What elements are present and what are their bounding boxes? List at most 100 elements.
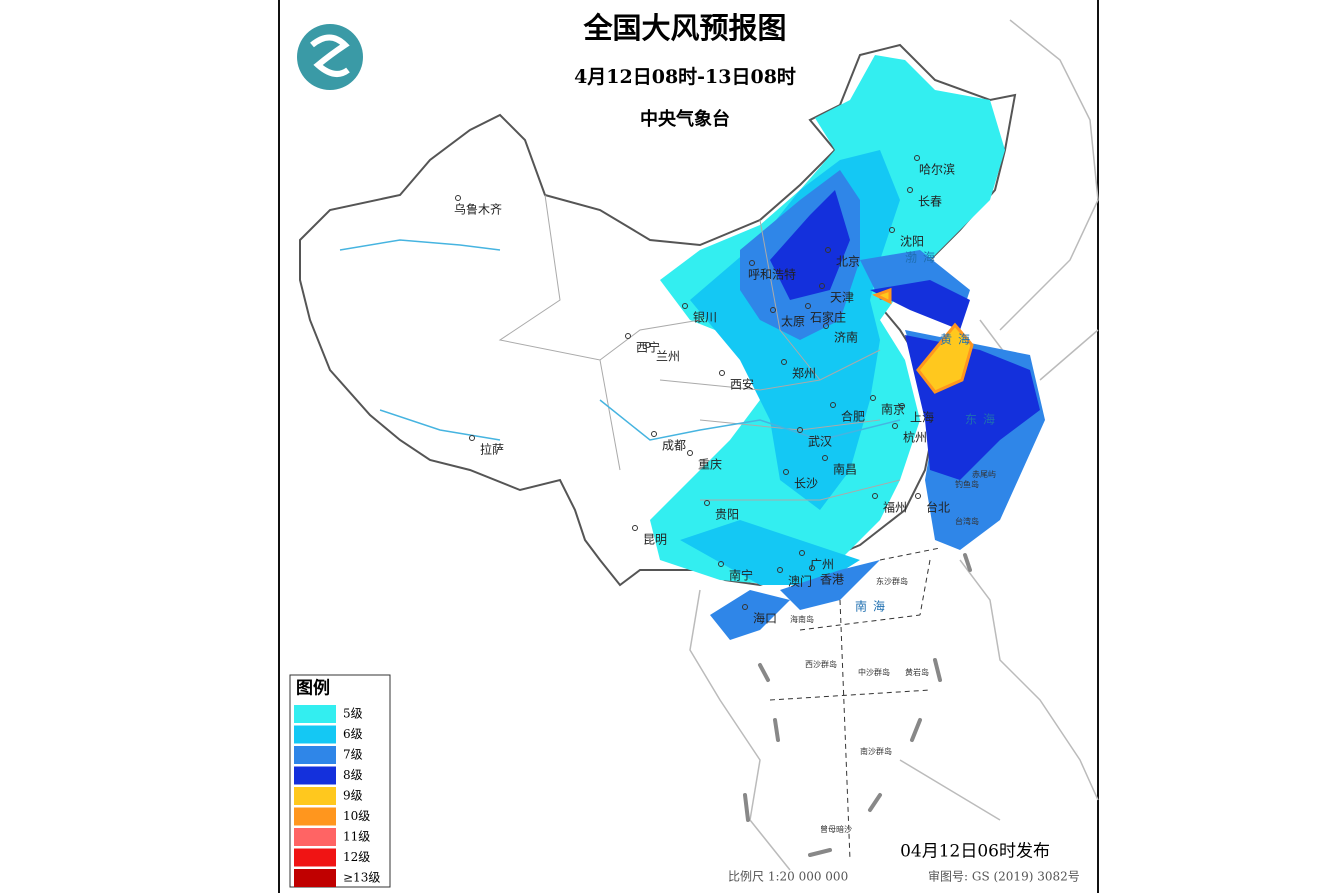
wind-zone-9 bbox=[872, 287, 974, 394]
city-dot bbox=[907, 187, 913, 193]
sea-label: 黄海 bbox=[940, 332, 976, 347]
city-label: 银川 bbox=[693, 311, 717, 325]
labels: 5级 6级 7级 8级 9级 10级 11级 12级 ≥13级 乌鲁木齐 哈尔滨长春沈阳北京呼和浩特… bbox=[294, 155, 1001, 887]
city-label: 西安 bbox=[730, 377, 754, 392]
island-label: 台湾岛 bbox=[955, 516, 979, 526]
scale: 比例尺 1:20 000 000 bbox=[728, 870, 848, 884]
period: 4月12日08时-13日08时 bbox=[574, 66, 796, 88]
city-label: 太原 bbox=[781, 314, 805, 329]
city-dot bbox=[899, 403, 905, 409]
sea-boundary bbox=[769, 547, 941, 861]
city-label: 重庆 bbox=[698, 458, 722, 472]
city-dot bbox=[915, 493, 921, 499]
issuer: 中央气象台 bbox=[640, 108, 730, 130]
sea-label: 渤海 bbox=[905, 250, 941, 265]
city-dot bbox=[718, 561, 724, 567]
wind-zone-8 bbox=[770, 190, 1040, 480]
city-label: 澳门 bbox=[788, 574, 812, 589]
city-label: 贵阳 bbox=[715, 508, 739, 522]
city-label: 石家庄 bbox=[810, 310, 846, 325]
legend-swatch bbox=[294, 725, 336, 744]
city-label: 呼和浩特 bbox=[748, 267, 796, 282]
island-label: 东沙群岛 bbox=[876, 576, 908, 586]
city-dot bbox=[783, 469, 789, 475]
city-dot bbox=[645, 342, 651, 348]
city-label: 上海 bbox=[910, 410, 934, 425]
city-label: 哈尔滨 bbox=[919, 162, 955, 177]
legend-label: 11级 bbox=[343, 830, 370, 844]
city-label: 成都 bbox=[662, 439, 686, 453]
legend-swatch bbox=[294, 807, 336, 826]
island-label: 曾母暗沙 bbox=[820, 824, 852, 834]
legend-swatch bbox=[294, 705, 336, 723]
city-label: 济南 bbox=[834, 330, 858, 345]
city-dot bbox=[742, 604, 748, 610]
city-dot bbox=[914, 155, 920, 161]
city-label: 武汉 bbox=[808, 435, 832, 449]
city-dot bbox=[870, 395, 876, 401]
city-dot bbox=[455, 195, 461, 201]
nine-dash-line bbox=[743, 553, 972, 857]
city-dot bbox=[889, 227, 895, 233]
island-label: 中沙群岛 bbox=[858, 667, 890, 677]
legend-label: 8级 bbox=[343, 768, 363, 782]
city-dot bbox=[825, 247, 831, 253]
city-label: 长沙 bbox=[794, 477, 818, 491]
city-dot bbox=[770, 307, 776, 313]
legend-swatch bbox=[294, 869, 336, 887]
sea-label: 南海 bbox=[855, 599, 891, 614]
legend-label: ≥13级 bbox=[343, 871, 380, 885]
sea-label: 东海 bbox=[965, 412, 1001, 427]
city-dot bbox=[625, 333, 631, 339]
city-label: 南昌 bbox=[833, 462, 857, 477]
city-label: 兰州 bbox=[656, 350, 680, 364]
legend-swatch bbox=[294, 746, 336, 764]
title: 全国大风预报图 bbox=[582, 11, 786, 45]
city-dot bbox=[797, 427, 803, 433]
city-dot bbox=[809, 565, 815, 571]
island-label: 赤尾屿 bbox=[972, 470, 996, 479]
city-label: 合肥 bbox=[841, 409, 865, 424]
legend-label: 7级 bbox=[343, 748, 363, 762]
legend-swatch bbox=[294, 848, 336, 867]
city-label: 郑州 bbox=[792, 366, 816, 381]
city-label: 长春 bbox=[918, 195, 942, 209]
city-dot bbox=[632, 525, 638, 531]
approval: 审图号: GS (2019) 3082号 bbox=[928, 869, 1080, 884]
city-dot bbox=[805, 303, 811, 309]
city-dot bbox=[872, 493, 878, 499]
city-label: 南宁 bbox=[729, 568, 753, 583]
published-time: 04月12日06时发布 bbox=[900, 842, 1050, 862]
city-label: 福州 bbox=[883, 500, 907, 515]
city-dot bbox=[719, 370, 725, 376]
legend-label: 9级 bbox=[343, 789, 363, 803]
neighbour-outline bbox=[689, 19, 1099, 871]
legend-swatch bbox=[294, 828, 336, 846]
island-label: 海南岛 bbox=[790, 614, 814, 624]
city-label: 拉萨 bbox=[480, 442, 504, 457]
legend-label: 12级 bbox=[343, 850, 370, 864]
city-dot bbox=[687, 450, 693, 456]
river bbox=[339, 239, 901, 441]
island-label: 西沙群岛 bbox=[805, 659, 837, 669]
province-border bbox=[498, 194, 901, 501]
city-label: 沈阳 bbox=[900, 234, 924, 249]
city-dot bbox=[822, 455, 828, 461]
city-dot bbox=[823, 323, 829, 329]
legend-swatch bbox=[294, 766, 336, 785]
city-dot bbox=[819, 283, 825, 289]
city-dot bbox=[799, 550, 805, 556]
legend-label: 5级 bbox=[343, 707, 363, 721]
city-dot bbox=[749, 260, 755, 266]
city-dot bbox=[682, 303, 688, 309]
city-label: 南京 bbox=[881, 402, 905, 417]
island-label: 黄岩岛 bbox=[905, 667, 929, 677]
city-dot bbox=[469, 435, 475, 441]
city-label: 乌鲁木齐 bbox=[454, 202, 502, 217]
city-label: 广州 bbox=[810, 558, 834, 572]
city-dot bbox=[892, 423, 898, 429]
island-label: 钓鱼岛 bbox=[955, 479, 979, 489]
city-label: 台北 bbox=[926, 500, 950, 515]
logo-mark bbox=[310, 34, 350, 77]
